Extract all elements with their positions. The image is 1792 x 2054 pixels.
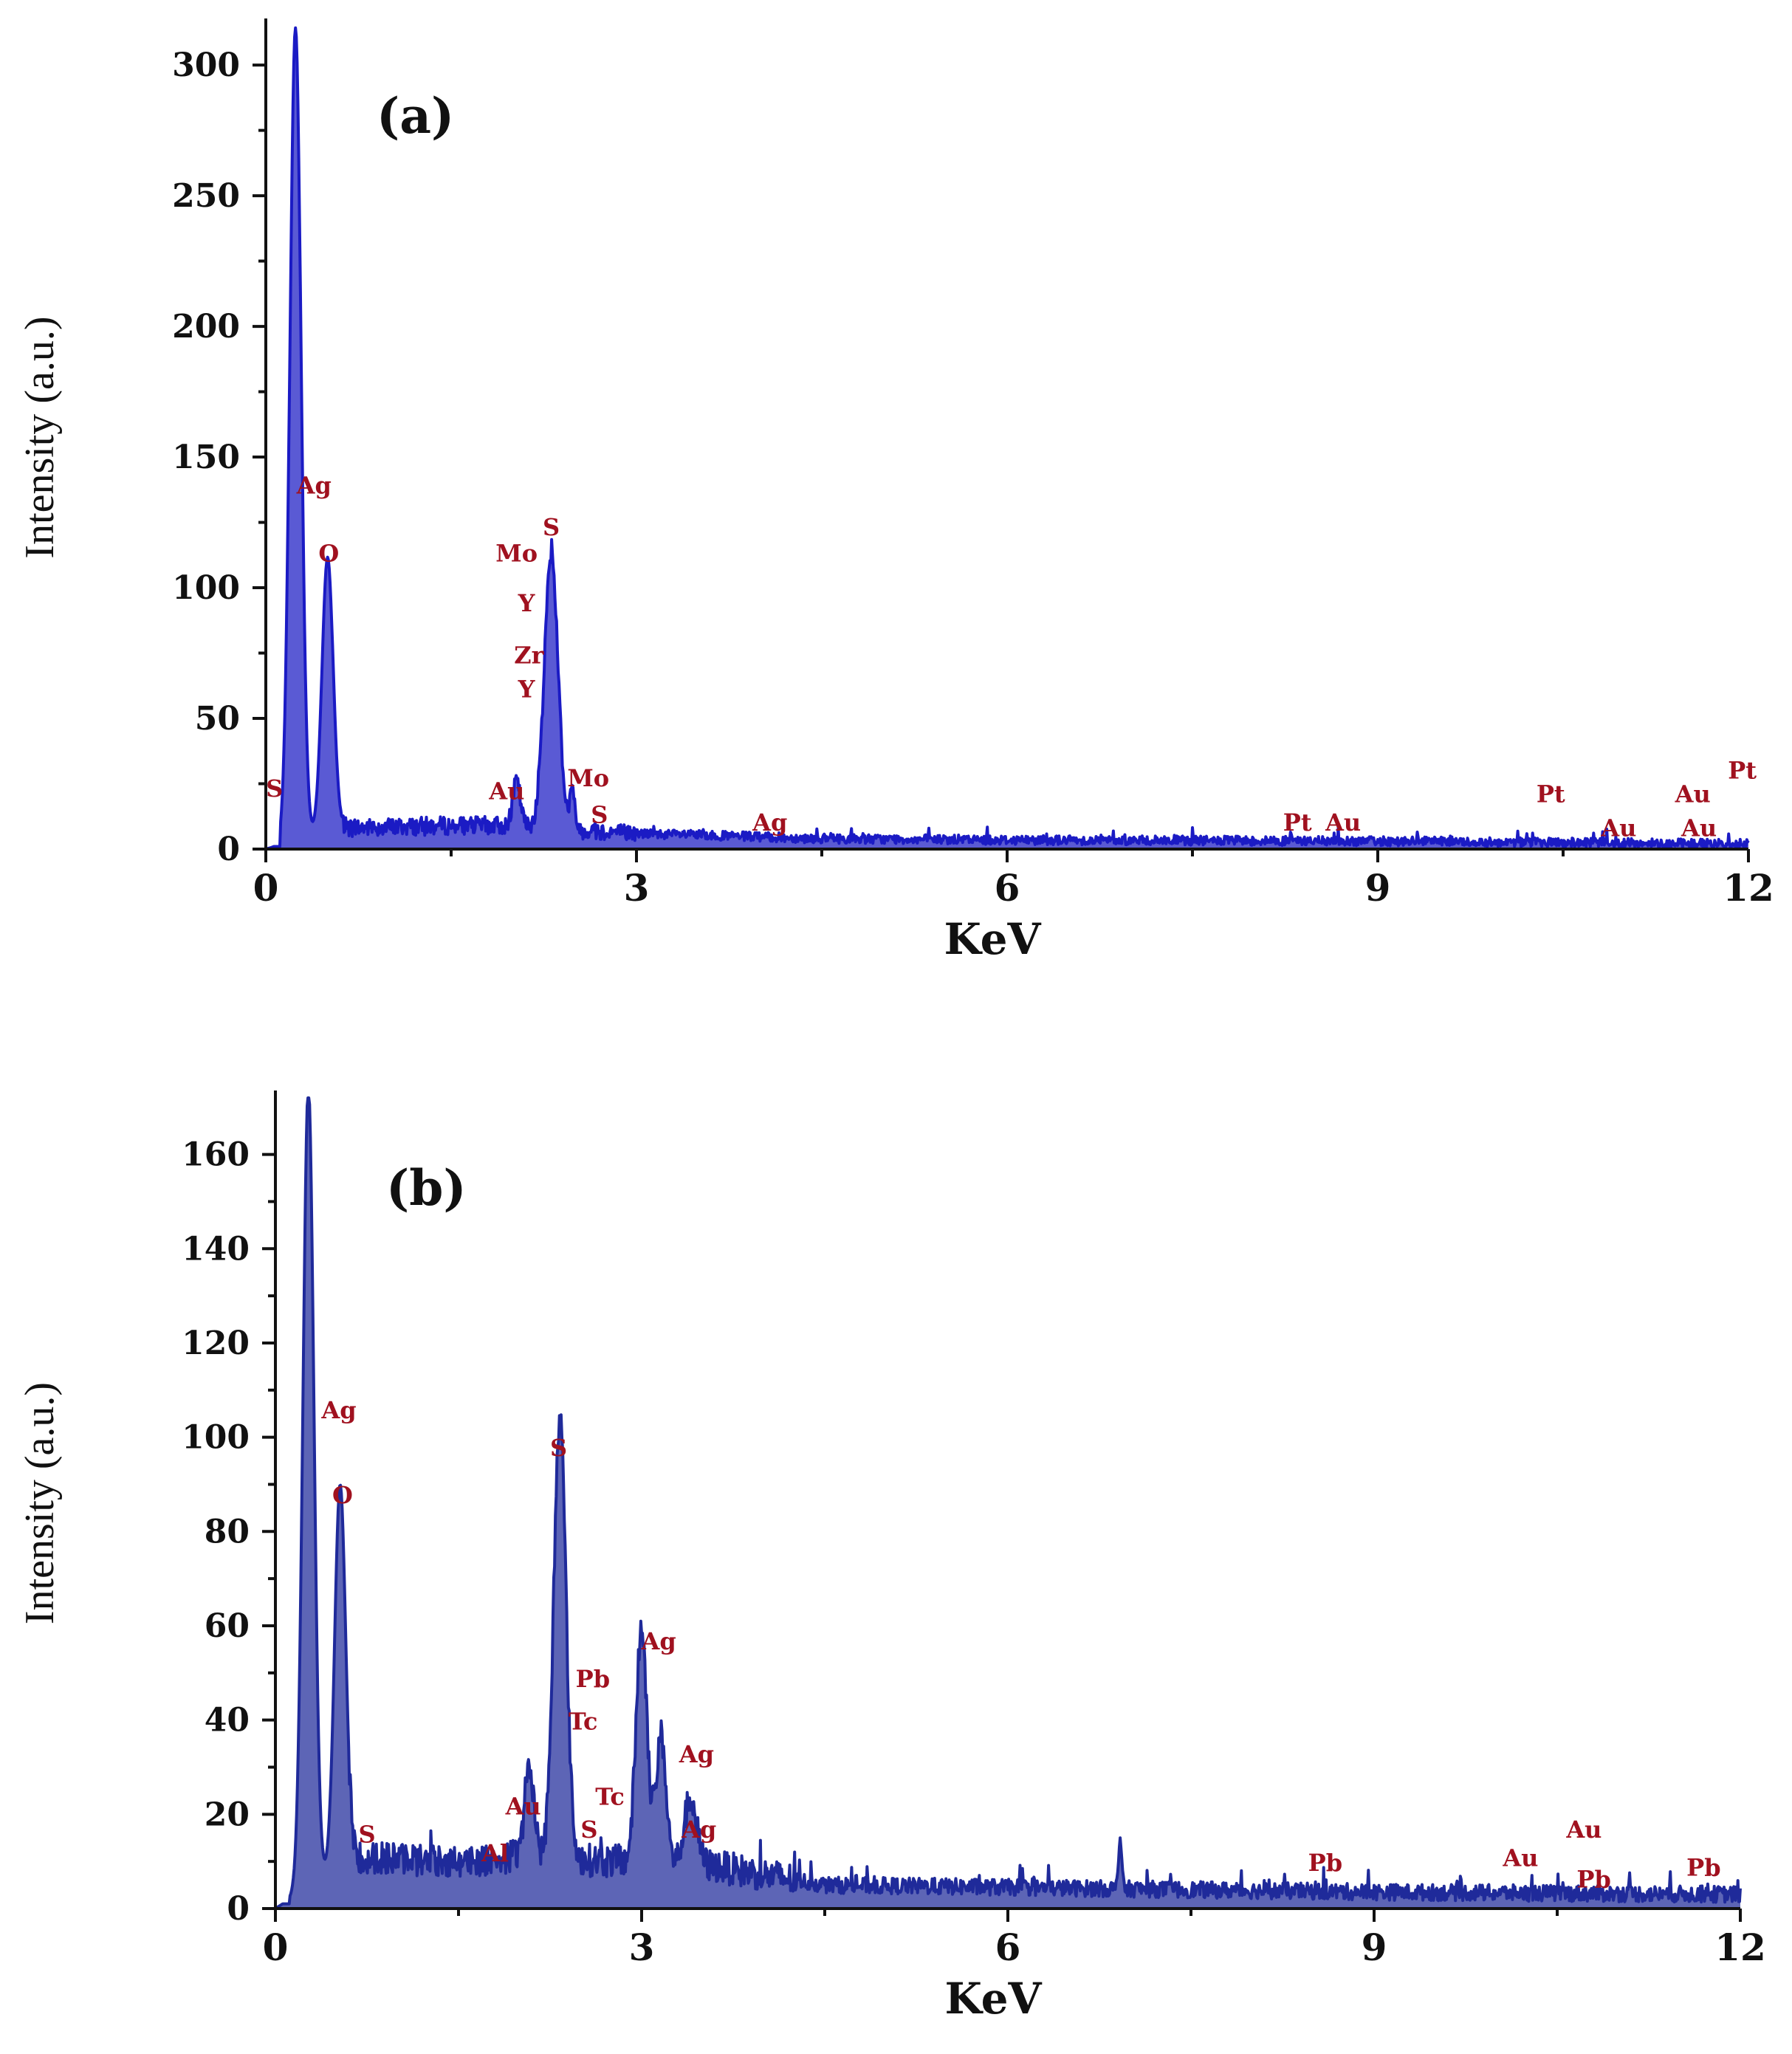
y-tick-label: 50 xyxy=(195,700,240,738)
y-tick-label: 0 xyxy=(217,831,240,868)
y-tick-label: 80 xyxy=(205,1513,250,1550)
panel-b: 0 3 6 9 12020406080100120140160KeVIntensity … xyxy=(17,1090,1766,2024)
x-tick-label: 12 xyxy=(1723,866,1774,910)
y-tick-label: 160 xyxy=(182,1136,250,1174)
y-tick-label: 250 xyxy=(172,177,240,215)
y-axis-title: Intensity (a.u.) xyxy=(17,1382,63,1624)
peak-label: Ag xyxy=(752,808,787,837)
peak-label: Au xyxy=(1502,1844,1538,1872)
spectrum-area xyxy=(275,1098,1740,1909)
peak-label: Ag xyxy=(681,1816,716,1844)
peak-label: Ag xyxy=(320,1396,356,1424)
y-tick-label: 200 xyxy=(172,308,240,346)
y-tick-label: 300 xyxy=(172,47,240,84)
y-tick-label: 0 xyxy=(227,1890,250,1928)
y-tick-label: 100 xyxy=(182,1419,250,1457)
peak-label: Pb xyxy=(1686,1853,1720,1881)
peak-label: S xyxy=(550,1434,567,1462)
y-tick-label: 140 xyxy=(182,1230,250,1268)
x-axis-title: KeV xyxy=(944,1974,1042,2024)
peak-label: Pb xyxy=(1576,1865,1610,1893)
x-tick-label: 3 xyxy=(624,866,650,910)
peak-label: Au xyxy=(505,1792,541,1820)
peak-label: Al xyxy=(481,1839,509,1867)
peak-label: O xyxy=(318,540,339,568)
spectrum-line xyxy=(274,1096,1742,1910)
peak-label: Pt xyxy=(1537,780,1565,808)
y-tick-label: 100 xyxy=(172,569,240,607)
peak-label: S xyxy=(543,513,560,541)
peak-label: Au xyxy=(488,777,524,806)
x-tick-label: 12 xyxy=(1714,1926,1766,1969)
x-tick-label: 6 xyxy=(995,1926,1021,1969)
peak-label: S xyxy=(591,801,608,829)
x-tick-label: 9 xyxy=(1362,1926,1387,1969)
peak-label: Zr xyxy=(514,642,544,670)
peak-label: Pb xyxy=(1308,1849,1342,1877)
peak-label: O xyxy=(332,1481,353,1509)
peak-label: Au xyxy=(1325,808,1361,837)
y-tick-label: 20 xyxy=(205,1796,250,1833)
peak-label: Au xyxy=(1675,780,1711,808)
peak-label: Au xyxy=(1565,1816,1602,1844)
panel-label: (b) xyxy=(386,1159,467,1217)
peak-label: S xyxy=(266,774,283,803)
panel-label: (a) xyxy=(377,87,454,145)
peak-label: Mo xyxy=(567,764,609,792)
peak-label: Tc xyxy=(569,1707,598,1735)
y-tick-label: 60 xyxy=(205,1607,250,1645)
peak-label: Pt xyxy=(1283,808,1312,837)
panel-a: 0 3 6 9 12 0 50 100 150 200 250 300 KeV Intensity (a.… xyxy=(17,18,1774,964)
peak-label: S xyxy=(580,1816,597,1844)
y-tick-label: 40 xyxy=(205,1702,250,1739)
peak-label: Pb xyxy=(576,1665,610,1693)
peak-label: Ag xyxy=(296,472,332,500)
y-axis-title: Intensity (a.u.) xyxy=(17,316,63,558)
y-tick-label: 120 xyxy=(182,1325,250,1362)
x-tick-label: 0 xyxy=(253,866,279,910)
peak-label: Pt xyxy=(1728,756,1757,784)
peak-label: Tc xyxy=(595,1783,625,1811)
y-tick-label: 150 xyxy=(172,439,240,476)
x-tick-label: 0 xyxy=(263,1926,289,1969)
spectrum-area xyxy=(266,27,1748,849)
peak-label: Y xyxy=(518,589,536,617)
x-tick-label: 9 xyxy=(1365,866,1391,910)
x-axis-title: KeV xyxy=(944,914,1041,964)
peak-label: S xyxy=(358,1821,375,1849)
peak-label: Y xyxy=(518,676,536,704)
peak-label: Au xyxy=(1681,814,1717,842)
peak-label: Au xyxy=(1600,814,1636,842)
peak-label: Ag xyxy=(641,1627,676,1655)
peak-label: Ag xyxy=(679,1740,714,1768)
x-tick-label: 6 xyxy=(995,866,1020,910)
x-tick-label: 3 xyxy=(629,1926,655,1969)
peak-label: Mo xyxy=(495,540,538,568)
spectrum-line xyxy=(265,26,1750,851)
